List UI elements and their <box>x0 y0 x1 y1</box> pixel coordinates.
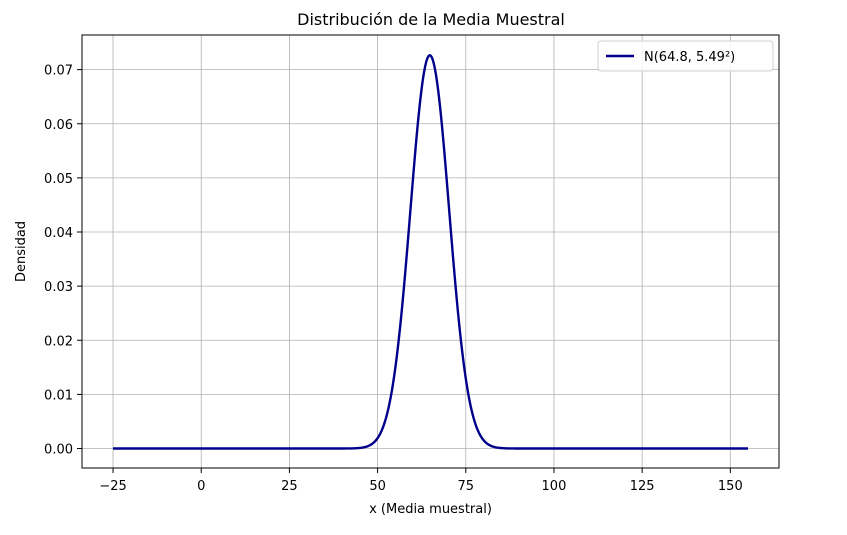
y-axis-label: Densidad <box>14 221 29 282</box>
y-tick-label: 0.01 <box>44 388 73 403</box>
y-tick-label: 0.07 <box>44 64 73 79</box>
x-tick-label: −25 <box>99 479 126 494</box>
series-line <box>112 54 749 450</box>
x-tick-label: 0 <box>197 479 205 494</box>
legend-label: N(64.8, 5.49²) <box>644 50 735 65</box>
x-tick-label: 100 <box>542 479 567 494</box>
legend: N(64.8, 5.49²) <box>597 40 774 72</box>
y-tick-label: 0.00 <box>44 443 73 458</box>
y-tick-label: 0.04 <box>44 226 73 241</box>
x-axis-label: x (Media muestral) <box>369 502 492 517</box>
y-tick-label: 0.02 <box>44 334 73 349</box>
x-tick-label: 25 <box>281 479 298 494</box>
plot-frame <box>81 34 780 469</box>
x-axis: −25 0 25 50 75 100 125 150 <box>99 468 743 494</box>
legend-box <box>597 40 774 72</box>
chart-title: Distribución de la Media Muestral <box>297 10 565 29</box>
y-tick-label: 0.06 <box>44 118 73 133</box>
x-tick-label: 150 <box>718 479 743 494</box>
x-tick-label: 75 <box>457 479 474 494</box>
series-group <box>112 54 749 450</box>
x-tick-label: 50 <box>369 479 386 494</box>
y-tick-label: 0.03 <box>44 280 73 295</box>
y-tick-label: 0.05 <box>44 172 73 187</box>
x-tick-label: 125 <box>630 479 655 494</box>
y-axis: 0.00 0.01 0.02 0.03 0.04 0.05 0.06 0.07 <box>44 64 82 458</box>
plot-area <box>82 35 779 468</box>
